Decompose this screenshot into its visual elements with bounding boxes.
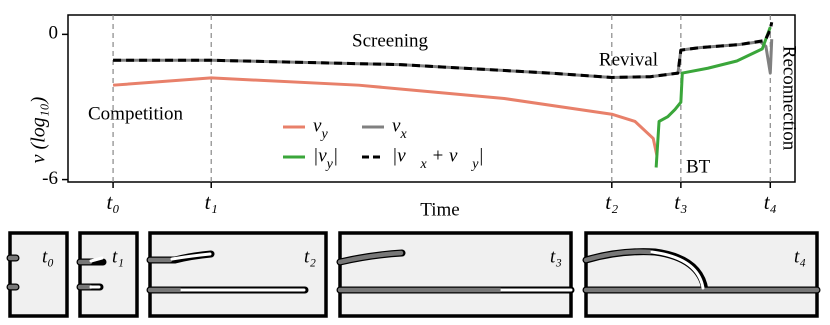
annotation: Reconnection xyxy=(779,46,800,151)
series-line xyxy=(113,21,774,79)
legend-label: vy xyxy=(313,115,328,141)
x-tick-label: t₃ xyxy=(674,190,687,214)
legend-label: |vy| xyxy=(313,145,338,171)
panel-label: t₁ xyxy=(112,246,124,267)
legend-label: |v⃗x + v⃗y| xyxy=(392,145,484,171)
y-tick-label: 0 xyxy=(49,23,59,44)
legend-label: vx xyxy=(392,115,407,141)
panel xyxy=(148,231,328,318)
x-tick-label: t₀ xyxy=(107,190,120,214)
panel-label: t₂ xyxy=(304,246,316,267)
series-line xyxy=(654,26,772,168)
annotation: BT xyxy=(686,156,711,177)
panels xyxy=(6,231,821,318)
panel xyxy=(8,231,69,318)
annotation: Competition xyxy=(88,103,184,124)
panel-label: t₀ xyxy=(42,246,54,267)
annotation: Screening xyxy=(352,30,428,51)
x-tick-label: t₄ xyxy=(764,190,777,214)
series-line xyxy=(112,76,659,156)
y-label: v (log₁₀) xyxy=(28,96,50,163)
plot-frame xyxy=(67,14,796,183)
series-line xyxy=(113,39,774,79)
panel xyxy=(78,231,139,318)
x-label: Time xyxy=(420,199,459,220)
y-tick-label: -6 xyxy=(42,168,58,189)
annotation: Revival xyxy=(599,49,658,70)
x-tick-label: t₂ xyxy=(605,190,618,214)
panel-label: t₄ xyxy=(794,246,806,267)
panel xyxy=(338,231,573,318)
x-tick-label: t₁ xyxy=(205,190,218,214)
panel-label: t₃ xyxy=(550,246,562,267)
